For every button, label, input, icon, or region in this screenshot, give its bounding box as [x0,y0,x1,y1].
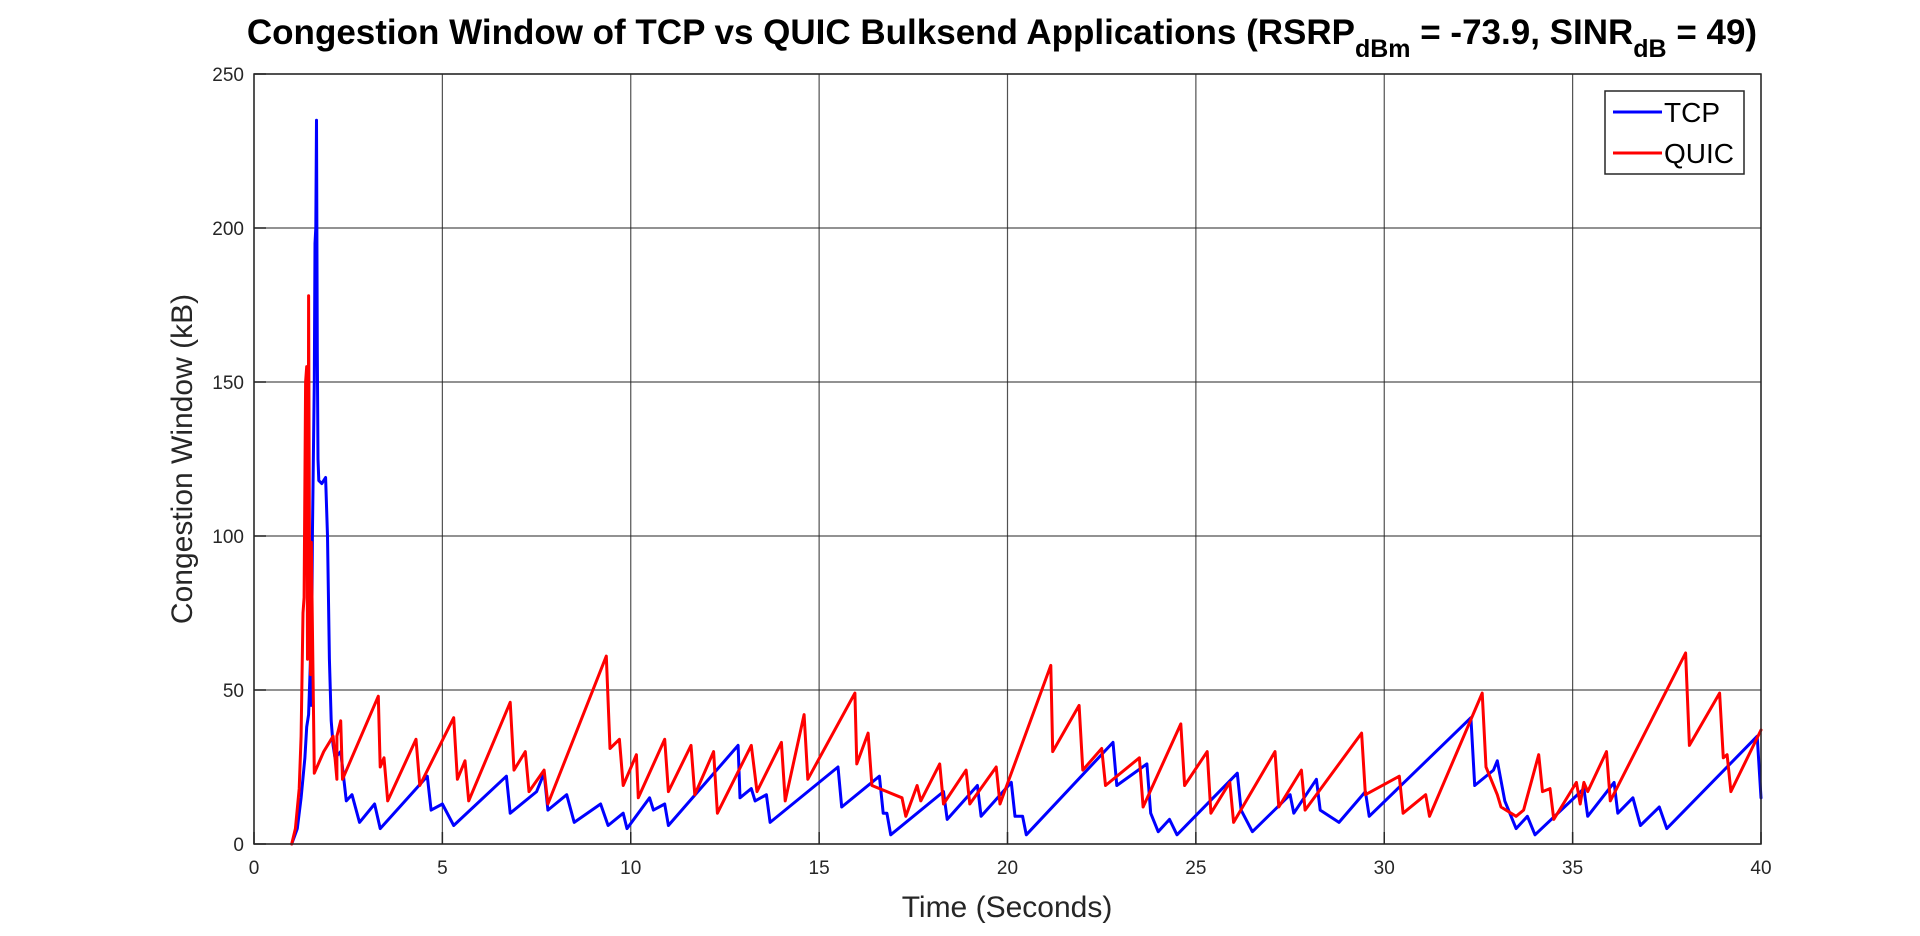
legend-label-quic: QUIC [1664,138,1734,169]
legend-box [1604,90,1745,175]
series-layer [290,118,1763,846]
x-tick-label: 40 [1750,858,1771,879]
y-tick-label: 50 [223,681,244,702]
y-tick-label: 150 [212,373,244,394]
series-line-quic [290,294,1763,846]
title-suffix: = 49) [1667,13,1757,52]
title-subscript-db: dB [1633,35,1666,63]
title-prefix: Congestion Window of TCP vs QUIC Bulksen… [247,13,1355,52]
x-tick-label: 5 [437,858,448,879]
legend: TCP QUIC [1604,90,1745,175]
chart-title: Congestion Window of TCP vs QUIC Bulksen… [247,13,1757,63]
title-subscript-dbm: dBm [1355,35,1411,63]
title-middle: = -73.9, SINR [1411,13,1634,52]
x-tick-label: 10 [620,858,641,879]
x-tick-label: 0 [249,858,260,879]
x-tick-label: 20 [997,858,1018,879]
y-axis-label: Congestion Window (kB) [166,294,199,624]
y-tick-label: 200 [212,219,244,240]
x-tick-label: 30 [1374,858,1395,879]
x-axis-label: Time (Seconds) [902,891,1113,924]
x-tick-label: 35 [1562,858,1583,879]
y-tick-label: 100 [212,527,244,548]
y-tick-label: 250 [212,65,244,86]
legend-label-tcp: TCP [1664,97,1720,128]
x-tick-label: 15 [809,858,830,879]
x-tick-label: 25 [1185,858,1206,879]
y-tick-label: 0 [233,835,244,856]
tick-labels: 0 5 10 15 20 25 30 35 40 0 50 100 150 200 250 [212,65,1771,879]
